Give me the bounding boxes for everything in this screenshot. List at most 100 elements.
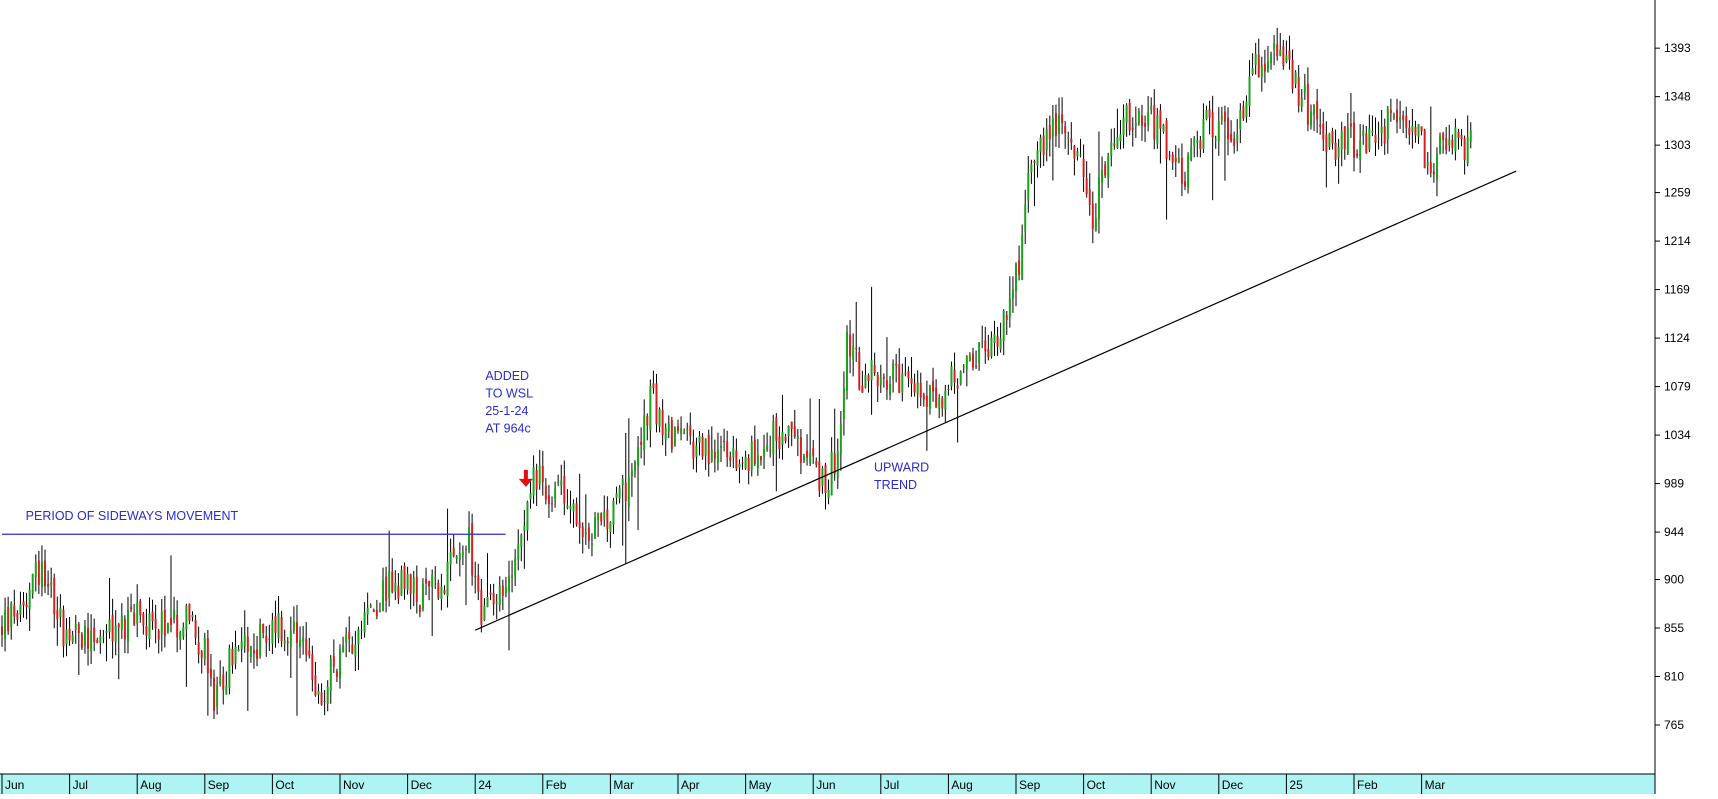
candle-body — [1223, 111, 1226, 122]
candle-body — [846, 331, 848, 391]
candle — [1349, 92, 1352, 138]
candle-body — [944, 390, 947, 410]
candle — [1002, 309, 1005, 356]
candle — [1101, 156, 1104, 199]
candle — [59, 594, 62, 628]
candle-body — [93, 627, 96, 643]
candle — [1180, 143, 1183, 197]
candle — [928, 384, 931, 415]
candle — [677, 419, 679, 434]
candle-body — [1435, 153, 1438, 180]
candle — [547, 484, 550, 518]
candle-body — [1168, 155, 1171, 157]
candle — [864, 363, 867, 389]
candle — [526, 500, 529, 541]
candle — [1030, 159, 1033, 184]
candle-body — [286, 641, 289, 644]
candle — [160, 598, 163, 652]
candle-body — [1319, 124, 1322, 128]
candle-body — [280, 616, 283, 642]
candle-body — [965, 356, 968, 370]
candle — [1242, 100, 1245, 121]
candle — [658, 407, 661, 433]
candle-body — [394, 583, 397, 592]
candle — [1039, 134, 1042, 168]
candle-body — [28, 589, 31, 609]
candle-body — [686, 429, 689, 431]
candle-body — [406, 573, 409, 590]
candle — [114, 610, 117, 656]
candle-body — [1220, 115, 1223, 120]
candle-body — [1079, 154, 1082, 156]
candle-body — [256, 649, 259, 659]
candle — [1466, 115, 1469, 167]
candle-body — [1018, 260, 1021, 276]
candle — [554, 481, 557, 508]
candle-body — [1177, 157, 1180, 162]
candle-body — [1159, 110, 1162, 129]
candle-body — [563, 476, 566, 504]
candle — [185, 603, 188, 687]
candle-body — [836, 451, 839, 478]
candle-body — [151, 611, 154, 622]
candle-body — [1230, 134, 1233, 142]
candle-body — [1306, 83, 1309, 125]
candle — [1082, 144, 1085, 192]
candle — [501, 579, 504, 611]
candle-body — [609, 521, 612, 532]
candle-body — [1396, 109, 1399, 123]
candle — [584, 494, 587, 545]
y-tick-label: 765 — [1664, 718, 1684, 732]
candle — [332, 639, 335, 673]
candle — [28, 582, 31, 631]
candle-body — [1174, 157, 1177, 163]
candle-body — [1085, 178, 1088, 195]
x-tick-label: May — [749, 778, 772, 792]
candle-body — [4, 609, 7, 639]
candle — [1205, 105, 1208, 121]
candle — [1058, 97, 1061, 148]
candle — [314, 661, 317, 697]
candle-body — [369, 605, 372, 608]
candle-body — [56, 610, 59, 620]
candle — [323, 689, 326, 716]
candle-body — [47, 584, 50, 587]
candle-body — [741, 462, 744, 464]
candle-body — [243, 635, 246, 647]
candle-body — [489, 592, 492, 595]
candle-body — [971, 353, 974, 368]
candle-body — [1309, 111, 1312, 126]
candle — [590, 533, 593, 557]
candle-body — [31, 573, 34, 594]
candle — [769, 435, 772, 458]
candle-body — [311, 654, 314, 680]
candle — [378, 602, 381, 613]
candle-body — [615, 493, 618, 498]
entry-marker-arrow — [518, 469, 533, 487]
candle-body — [157, 630, 160, 640]
candle-body — [594, 517, 597, 539]
candle — [96, 637, 99, 644]
candle — [1389, 98, 1392, 122]
candle-body — [621, 478, 624, 486]
y-tick-label: 855 — [1664, 621, 1684, 635]
candle — [197, 626, 200, 664]
x-tick-label: Mar — [613, 778, 634, 792]
candle — [529, 481, 532, 509]
candle-body — [216, 685, 219, 708]
candle-body — [203, 638, 206, 660]
arrow-head — [518, 478, 533, 487]
candle-body — [1374, 134, 1377, 143]
candle — [670, 416, 673, 453]
candle-body — [1039, 137, 1042, 152]
y-tick-label: 810 — [1664, 670, 1684, 684]
candle — [772, 414, 775, 466]
candle-body — [1015, 263, 1017, 292]
candle — [7, 596, 10, 635]
candle-body — [348, 631, 351, 640]
candle-body — [1460, 134, 1463, 140]
candle — [683, 428, 686, 435]
candle — [173, 596, 176, 624]
candle — [1061, 97, 1064, 135]
candle-body — [326, 686, 329, 704]
